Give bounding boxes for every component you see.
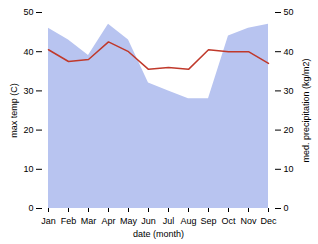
svg-text:Dec: Dec (260, 216, 277, 226)
svg-text:50: 50 (23, 7, 33, 17)
svg-text:Aug: Aug (180, 216, 196, 226)
svg-text:0: 0 (284, 203, 289, 213)
svg-text:Sep: Sep (200, 216, 216, 226)
svg-text:40: 40 (23, 47, 33, 57)
svg-text:0: 0 (28, 203, 33, 213)
svg-text:Jun: Jun (141, 216, 156, 226)
svg-text:10: 10 (23, 164, 33, 174)
svg-text:Oct: Oct (221, 216, 236, 226)
svg-text:med. precipitation (kg/m2): med. precipitation (kg/m2) (301, 58, 311, 162)
svg-text:10: 10 (284, 164, 294, 174)
svg-text:Nov: Nov (240, 216, 257, 226)
svg-text:Jul: Jul (163, 216, 175, 226)
svg-text:date (month): date (month) (133, 229, 184, 239)
svg-text:30: 30 (23, 86, 33, 96)
svg-text:50: 50 (284, 7, 294, 17)
svg-text:max temp (C): max temp (C) (9, 83, 19, 138)
svg-text:May: May (120, 216, 138, 226)
svg-text:Apr: Apr (101, 216, 115, 226)
svg-text:20: 20 (284, 125, 294, 135)
svg-text:40: 40 (284, 47, 294, 57)
svg-text:30: 30 (284, 86, 294, 96)
svg-text:Mar: Mar (81, 216, 97, 226)
svg-text:Jan: Jan (41, 216, 56, 226)
svg-text:20: 20 (23, 125, 33, 135)
svg-text:Feb: Feb (61, 216, 77, 226)
